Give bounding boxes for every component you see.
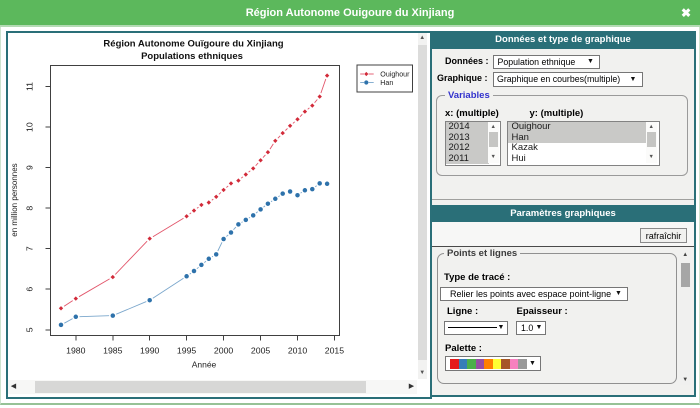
- svg-text:10: 10: [25, 122, 35, 132]
- svg-text:6: 6: [25, 287, 35, 292]
- svg-text:2005: 2005: [251, 346, 270, 356]
- svg-text:2015: 2015: [325, 346, 344, 356]
- svg-text:Populations ethniques: Populations ethniques: [141, 51, 243, 62]
- svg-text:Han: Han: [380, 79, 393, 87]
- svg-text:Région Autonome Ouïgoure du Xi: Région Autonome Ouïgoure du Xinjiang: [103, 39, 283, 50]
- svg-text:Ouighour: Ouighour: [380, 71, 410, 79]
- svg-text:9: 9: [25, 165, 35, 170]
- svg-text:2000: 2000: [214, 346, 233, 356]
- svg-text:Année: Année: [192, 360, 217, 370]
- svg-text:1985: 1985: [103, 346, 122, 356]
- svg-text:2010: 2010: [288, 346, 307, 356]
- svg-text:1990: 1990: [140, 346, 159, 356]
- svg-text:7: 7: [25, 246, 35, 251]
- svg-text:8: 8: [25, 206, 35, 211]
- svg-text:1995: 1995: [177, 346, 196, 356]
- svg-text:en million personnes: en million personnes: [10, 163, 19, 236]
- svg-text:5: 5: [25, 327, 35, 332]
- svg-text:11: 11: [25, 82, 35, 91]
- svg-text:1980: 1980: [66, 346, 85, 356]
